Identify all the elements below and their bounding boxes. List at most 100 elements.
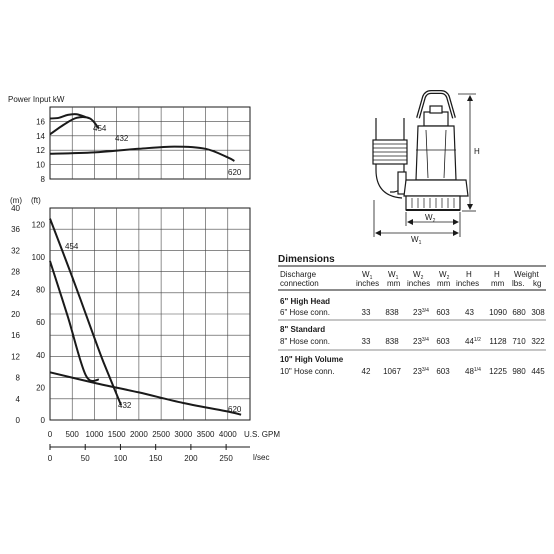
- head-x-tick-label: 0: [48, 430, 53, 439]
- power-curve-label-432: 432: [115, 134, 129, 143]
- cell-w1-mm: 838: [385, 337, 399, 346]
- head-x-tick-label: 3500: [197, 430, 215, 439]
- table-header: Discharge connection W1 inches W1 mm W2 …: [280, 270, 541, 288]
- head-y-tick-ft: 60: [36, 318, 45, 327]
- w2-arrow-right: [453, 219, 459, 225]
- cell-w2-mm: 603: [436, 308, 450, 317]
- pump-drawing: [372, 90, 469, 211]
- head-x-tick-label: 1500: [108, 430, 126, 439]
- head-y-tick-m: 32: [11, 246, 20, 255]
- lsec-axis-ticks: 0 50 100 150 200 250: [48, 444, 233, 463]
- table-row: 8" Standard 8" Hose conn. 33 838 233/4 6…: [280, 325, 545, 346]
- header-h-mm-unit: mm: [491, 279, 505, 288]
- cell-w1-in: 42: [362, 367, 371, 376]
- lifting-handle-inner: [417, 91, 455, 119]
- head-y-tick-m: 4: [16, 395, 21, 404]
- table-title: Dimensions: [278, 254, 335, 265]
- w1-arrow-right: [453, 230, 459, 236]
- head-x-tick-label: 1000: [86, 430, 104, 439]
- head-chart-ylabel-ft: (ft): [31, 196, 41, 205]
- power-curve-432: [49, 116, 100, 136]
- w1-arrow-left: [375, 230, 381, 236]
- row-name: 6" High Head: [280, 297, 330, 306]
- lsec-axis-label: l/sec: [253, 453, 269, 462]
- dimensions-table: Dimensions Discharge connection W1 inche…: [278, 254, 546, 376]
- lsec-tick-label: 250: [219, 454, 233, 463]
- cell-w1-mm: 1067: [383, 367, 401, 376]
- header-w2-in: W2: [413, 270, 424, 281]
- head-y-tick-ft: 0: [41, 416, 46, 425]
- head-chart-xlabel: U.S. GPM: [244, 430, 280, 439]
- head-chart-x-ticks: 0 500 1000 1500 2000 2500 3000 3500 4000: [48, 430, 237, 439]
- power-chart: Power Input kW 8 10 12 14 16 454 432 620: [8, 95, 251, 184]
- head-curve-454: [49, 218, 123, 406]
- header-weight-lbs: lbs.: [512, 279, 524, 288]
- power-y-tick-label: 12: [36, 146, 45, 155]
- head-y-tick-m: 16: [11, 331, 20, 340]
- head-y-tick-m: 8: [16, 374, 21, 383]
- cell-lbs: 710: [512, 337, 526, 346]
- header-discharge-1: Discharge: [280, 270, 317, 279]
- head-x-tick-label: 2000: [130, 430, 148, 439]
- lsec-tick-label: 200: [184, 454, 198, 463]
- head-x-tick-label: 500: [66, 430, 80, 439]
- cell-h-mm: 1128: [489, 337, 507, 346]
- pump-motor-body: [415, 125, 457, 181]
- header-w1-in-unit: inches: [356, 279, 379, 288]
- head-curve-label-432: 432: [118, 401, 132, 410]
- lsec-tick-label: 150: [149, 454, 163, 463]
- cell-kg: 322: [531, 337, 545, 346]
- power-y-tick-label: 8: [41, 175, 46, 184]
- cell-w1-in: 33: [362, 337, 371, 346]
- w2-arrow-left: [407, 219, 413, 225]
- cell-h-mm: 1090: [489, 308, 507, 317]
- h-arrow-top: [467, 95, 473, 101]
- row-connection: 8" Hose conn.: [280, 337, 330, 346]
- h-arrow-bottom: [467, 204, 473, 210]
- cell-w1-in: 33: [362, 308, 371, 317]
- head-chart-ylabel-m: (m): [10, 196, 22, 205]
- power-curve-620: [49, 145, 235, 162]
- head-y-tick-ft: 20: [36, 383, 45, 392]
- head-chart-series: 454 432 620: [49, 218, 242, 416]
- row-connection: 10" Hose conn.: [280, 367, 334, 376]
- header-discharge-2: connection: [280, 279, 319, 288]
- head-y-tick-ft: 120: [32, 220, 46, 229]
- dim-h-label: H: [474, 147, 480, 156]
- header-weight: Weight: [514, 270, 540, 279]
- header-w2-mm: W2: [439, 270, 450, 281]
- cell-lbs: 980: [512, 367, 526, 376]
- cell-w2-mm: 603: [436, 337, 450, 346]
- table-row: 10" High Volume 10" Hose conn. 42 1067 2…: [280, 355, 545, 376]
- pump-volute: [403, 179, 469, 197]
- cell-lbs: 680: [512, 308, 526, 317]
- row-connection: 6" Hose conn.: [280, 308, 330, 317]
- cell-h-in: 441/2: [465, 337, 481, 346]
- pump-top-cap: [423, 111, 449, 127]
- header-h-in: H: [466, 270, 472, 279]
- header-h-mm: H: [494, 270, 500, 279]
- cell-w2-in: 233/4: [413, 367, 429, 376]
- power-y-tick-label: 14: [36, 132, 45, 141]
- power-curve-label-454: 454: [93, 124, 107, 133]
- header-h-in-unit: inches: [456, 279, 479, 288]
- head-x-tick-label: 3000: [174, 430, 192, 439]
- header-weight-kg: kg: [533, 279, 541, 288]
- power-chart-title: Power Input kW: [8, 95, 65, 104]
- pump-body-ribs: [425, 129, 447, 179]
- cell-h-in: 43: [465, 308, 474, 317]
- head-y-tick-m: 36: [11, 225, 20, 234]
- head-chart: (m) (ft) 0 4 8 12 16 20 24 28 32 36 40 0 20 40 60 80 100…: [10, 196, 280, 463]
- cell-w2-mm: 603: [436, 367, 450, 376]
- cell-w2-in: 233/4: [413, 337, 429, 346]
- row-name: 8" Standard: [280, 325, 325, 334]
- discharge-pipe-outer: [375, 118, 403, 199]
- header-w2-in-unit: inches: [407, 279, 430, 288]
- head-curve-label-620: 620: [228, 405, 242, 414]
- head-x-tick-label: 2500: [152, 430, 170, 439]
- header-w2-mm-unit: mm: [437, 279, 451, 288]
- head-x-tick-label: 4000: [219, 430, 237, 439]
- cell-h-mm: 1225: [489, 367, 507, 376]
- head-y-tick-ft: 80: [36, 286, 45, 295]
